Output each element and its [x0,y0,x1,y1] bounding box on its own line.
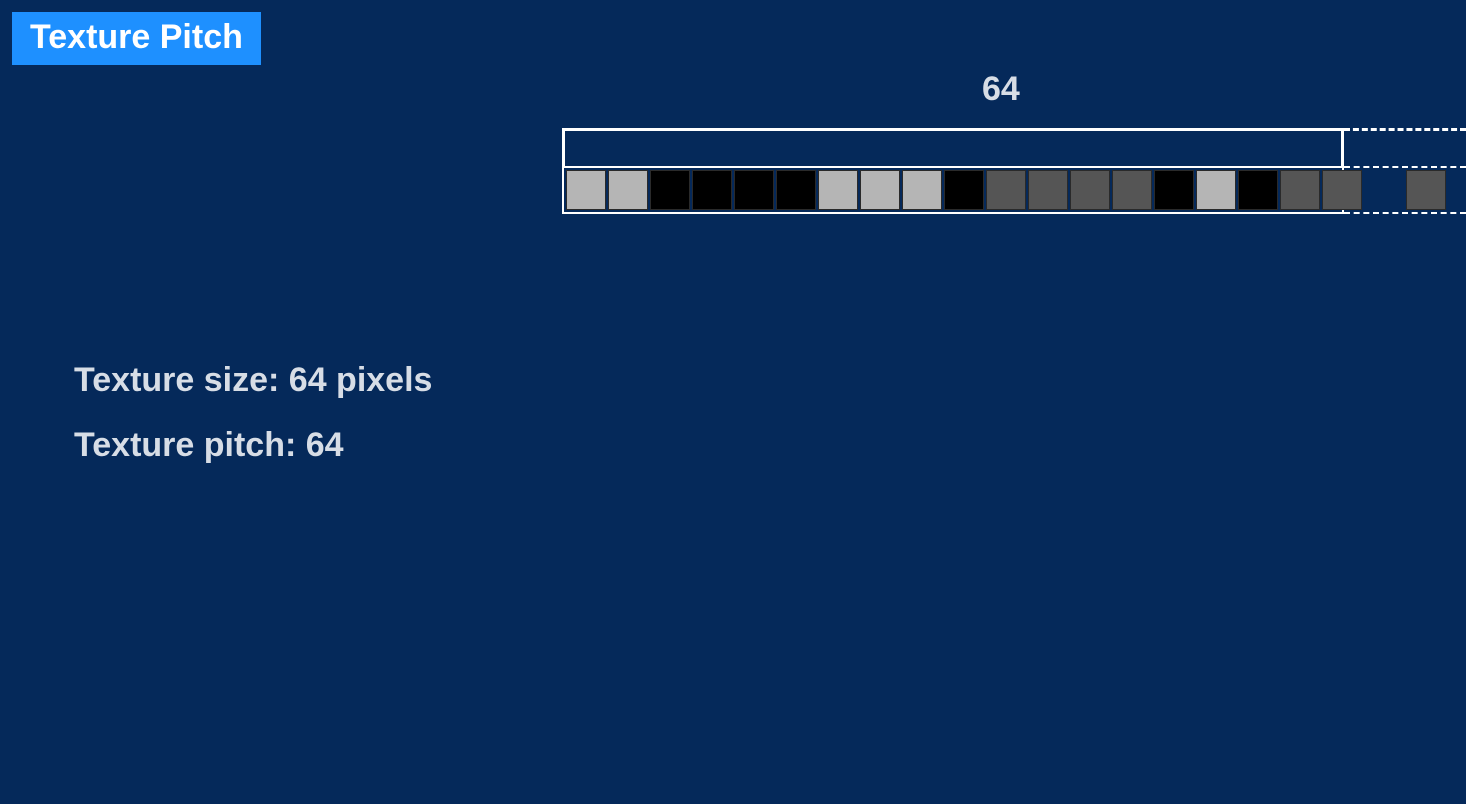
title-text: Texture Pitch [30,18,243,56]
pixel-cell [1280,170,1320,210]
info-block: Texture size: 64 pixels Texture pitch: 6… [74,360,432,490]
pixel-cell [776,170,816,210]
pixel-cell [1070,170,1110,210]
pixel-cell [1322,170,1362,210]
pixel-cell [1028,170,1068,210]
texture-size-label: Texture size: [74,361,289,399]
texture-pitch-line: Texture pitch: 64 [74,425,432,466]
pixel-cell [1364,170,1404,210]
pixel-cell [1238,170,1278,210]
pitch-bracket-dashed [1344,128,1466,166]
pixel-cell [608,170,648,210]
pixel-cell [1406,170,1446,210]
pitch-bracket-solid [562,128,1344,166]
texture-size-line: Texture size: 64 pixels [74,360,432,401]
pixel-cell [944,170,984,210]
pitch-value: 64 [982,70,1020,108]
pixel-cell [1196,170,1236,210]
pixel-cell [650,170,690,210]
pixel-cell [692,170,732,210]
pixel-cell [1448,170,1466,210]
pixel-cell [986,170,1026,210]
pitch-value-label: 64 [982,70,1020,109]
texture-size-value: 64 pixels [289,361,433,399]
pixel-cell [818,170,858,210]
texture-pitch-value: 64 [306,426,344,464]
pixel-cell [860,170,900,210]
pixel-cell [734,170,774,210]
pixel-row [566,170,1466,210]
pixel-cell [566,170,606,210]
pixel-cell [1112,170,1152,210]
pixel-cell [1154,170,1194,210]
title-badge: Texture Pitch [12,12,261,65]
texture-pitch-label: Texture pitch: [74,426,306,464]
pixel-cell [902,170,942,210]
